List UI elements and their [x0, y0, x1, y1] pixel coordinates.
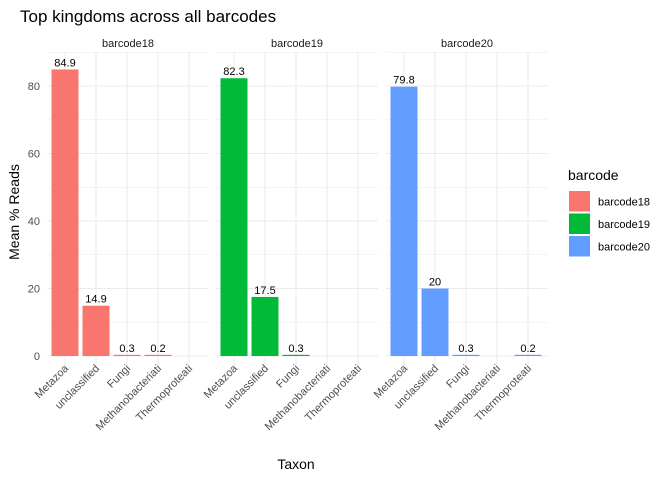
bar: [51, 69, 79, 357]
bar: [82, 305, 110, 356]
bar: [390, 86, 418, 357]
bar: [452, 354, 480, 356]
chart-title: Top kingdoms across all barcodes: [20, 7, 276, 26]
data-label: 17.5: [254, 285, 275, 297]
bar: [421, 288, 449, 356]
legend-key: [569, 236, 590, 257]
x-tick-label: Thermoproteati: [134, 363, 195, 424]
x-tick-label: Fungi: [105, 363, 133, 391]
y-tick-label: 40: [28, 216, 40, 228]
y-axis-title: Mean % Reads: [6, 164, 22, 260]
facet-strip-label: barcode20: [441, 38, 493, 50]
x-tick-label: Fungi: [444, 363, 472, 391]
x-axis-title: Taxon: [277, 456, 314, 472]
legend-label: barcode20: [598, 242, 650, 254]
bar: [282, 354, 310, 356]
data-label: 84.9: [54, 57, 75, 69]
data-label: 0.2: [150, 343, 165, 355]
data-label: 0.3: [458, 343, 473, 355]
x-tick-label: Fungi: [274, 363, 302, 391]
x-tick-label: Thermoproteati: [303, 363, 364, 424]
data-label: 79.8: [393, 75, 414, 87]
data-label: 14.9: [85, 294, 106, 306]
bar: [144, 354, 172, 356]
y-tick-label: 0: [34, 351, 40, 363]
y-tick-label: 80: [28, 81, 40, 93]
bar: [251, 296, 279, 356]
data-label: 20: [429, 277, 441, 289]
data-label: 0.2: [520, 343, 535, 355]
facet-strip-label: barcode19: [271, 38, 323, 50]
bar: [113, 354, 141, 356]
legend-title: barcode: [568, 167, 619, 183]
legend-label: barcode19: [598, 219, 650, 231]
data-label: 0.3: [288, 343, 303, 355]
y-tick-label: 60: [28, 149, 40, 161]
x-tick-label: Thermoproteati: [473, 363, 534, 424]
facet-strip-label: barcode18: [102, 38, 154, 50]
y-tick-label: 20: [28, 284, 40, 296]
bar: [514, 354, 542, 356]
legend-label: barcode18: [598, 197, 650, 209]
data-label: 0.3: [119, 343, 134, 355]
data-label: 82.3: [223, 66, 244, 78]
legend-key: [569, 191, 590, 212]
bar: [220, 78, 248, 357]
legend-key: [569, 213, 590, 234]
